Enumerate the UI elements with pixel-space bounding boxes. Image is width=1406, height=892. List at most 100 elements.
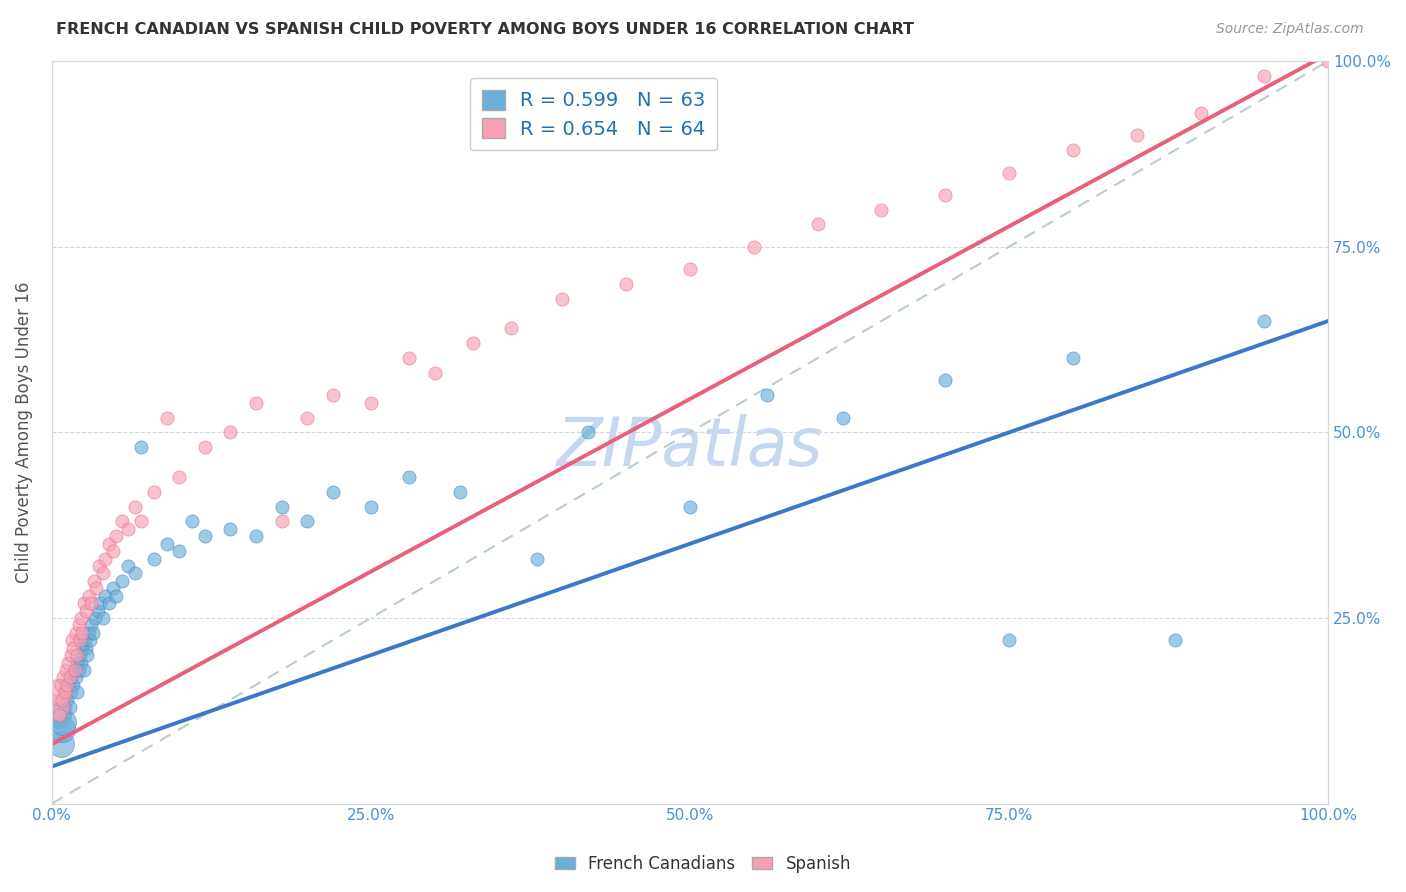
Point [194, 529, 217, 543]
Legend: R = 0.599   N = 63, R = 0.654   N = 64: R = 0.599 N = 63, R = 0.654 N = 64 [470, 78, 717, 151]
Point [89, 596, 111, 610]
Point [48, 707, 70, 722]
Point [117, 522, 139, 536]
Point [94, 551, 117, 566]
Point [117, 559, 139, 574]
Point [219, 522, 242, 536]
Point [806, 218, 828, 232]
Point [219, 425, 242, 440]
Point [49, 737, 72, 751]
Point [322, 484, 344, 499]
Point [295, 410, 318, 425]
Point [1125, 128, 1147, 143]
Point [169, 470, 191, 484]
Point [56, 692, 79, 706]
Point [124, 566, 146, 581]
Point [46, 685, 69, 699]
Point [1317, 54, 1340, 69]
Point [91, 566, 114, 581]
Point [52, 670, 75, 684]
Point [1062, 351, 1084, 365]
Point [91, 611, 114, 625]
Point [423, 366, 446, 380]
Y-axis label: Child Poverty Among Boys Under 16: Child Poverty Among Boys Under 16 [15, 282, 32, 583]
Point [832, 410, 855, 425]
Point [576, 425, 599, 440]
Point [53, 685, 76, 699]
Point [59, 685, 82, 699]
Point [69, 633, 91, 648]
Point [104, 589, 127, 603]
Point [83, 574, 105, 588]
Point [59, 648, 82, 662]
Point [63, 663, 86, 677]
Point [82, 625, 104, 640]
Point [86, 582, 108, 596]
Text: Source: ZipAtlas.com: Source: ZipAtlas.com [1216, 22, 1364, 37]
Point [53, 685, 76, 699]
Point [80, 596, 103, 610]
Point [80, 618, 103, 632]
Point [75, 604, 97, 618]
Point [72, 640, 94, 655]
Point [98, 537, 121, 551]
Point [55, 663, 77, 677]
Point [51, 692, 73, 706]
Point [72, 625, 94, 640]
Point [245, 395, 267, 409]
Point [62, 640, 84, 655]
Point [70, 611, 93, 625]
Point [65, 670, 87, 684]
Point [104, 529, 127, 543]
Point [461, 336, 484, 351]
Point [67, 618, 90, 632]
Point [73, 596, 96, 610]
Point [998, 165, 1021, 179]
Point [59, 670, 82, 684]
Point [526, 551, 548, 566]
Point [129, 515, 152, 529]
Point [270, 500, 292, 514]
Point [79, 633, 101, 648]
Point [56, 678, 79, 692]
Point [84, 611, 107, 625]
Point [59, 700, 82, 714]
Point [111, 515, 134, 529]
Point [934, 373, 956, 387]
Point [98, 596, 121, 610]
Point [49, 678, 72, 692]
Point [101, 582, 124, 596]
Point [501, 321, 523, 335]
Point [51, 723, 73, 737]
Point [169, 544, 191, 558]
Point [66, 685, 89, 699]
Point [46, 707, 69, 722]
Text: ZIPatlas: ZIPatlas [557, 414, 823, 480]
Point [270, 515, 292, 529]
Point [679, 262, 702, 277]
Point [156, 537, 179, 551]
Point [181, 515, 204, 529]
Point [59, 670, 82, 684]
Point [52, 714, 75, 729]
Point [63, 663, 86, 677]
Text: FRENCH CANADIAN VS SPANISH CHILD POVERTY AMONG BOYS UNDER 16 CORRELATION CHART: FRENCH CANADIAN VS SPANISH CHILD POVERTY… [56, 22, 914, 37]
Point [67, 663, 90, 677]
Point [245, 529, 267, 543]
Point [934, 187, 956, 202]
Point [1253, 69, 1275, 83]
Point [66, 656, 89, 670]
Point [69, 648, 91, 662]
Point [1189, 106, 1212, 120]
Point [73, 633, 96, 648]
Point [73, 663, 96, 677]
Point [94, 589, 117, 603]
Point [398, 351, 420, 365]
Point [45, 700, 67, 714]
Point [998, 633, 1021, 648]
Point [111, 574, 134, 588]
Point [360, 500, 382, 514]
Point [551, 292, 574, 306]
Point [1164, 633, 1187, 648]
Point [77, 625, 100, 640]
